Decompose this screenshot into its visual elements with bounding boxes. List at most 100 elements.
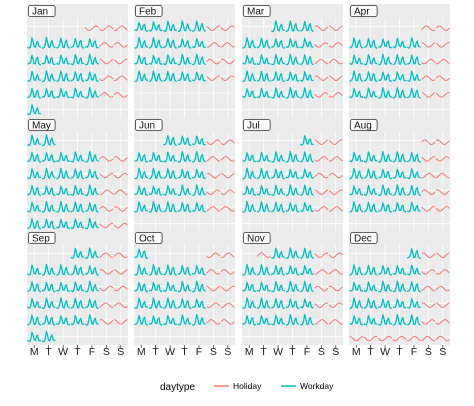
workday-trace: [349, 281, 364, 292]
month-panel-jul: Jul: [242, 118, 343, 232]
holiday-trace: [99, 58, 114, 65]
strip-label: Aug: [354, 121, 372, 132]
strip-label: Dec: [354, 234, 372, 245]
workday-trace: [84, 314, 99, 326]
workday-trace: [163, 315, 178, 326]
workday-trace: [177, 298, 192, 309]
workday-trace: [70, 151, 85, 163]
holiday-trace: [113, 58, 128, 65]
workday-trace: [256, 185, 271, 196]
strip-label: Mar: [247, 7, 265, 18]
holiday-trace: [99, 302, 114, 308]
workday-trace: [392, 280, 407, 293]
holiday-trace: [99, 92, 114, 98]
strip-label: Jun: [139, 121, 155, 132]
workday-trace: [70, 184, 85, 196]
workday-trace: [271, 264, 285, 276]
workday-trace: [300, 202, 314, 213]
month-panel-feb: Feb: [134, 4, 235, 118]
workday-trace: [177, 201, 192, 213]
holiday-trace: [221, 302, 235, 308]
strip-label-box: [350, 5, 378, 17]
workday-trace: [163, 54, 177, 66]
holiday-trace: [363, 335, 378, 342]
strip-label-box: [28, 232, 56, 244]
holiday-trace: [220, 269, 235, 275]
holiday-trace: [435, 269, 450, 275]
workday-trace: [256, 201, 271, 213]
strip-label-box: [350, 119, 378, 131]
workday-trace: [300, 298, 314, 309]
workday-trace: [148, 264, 163, 276]
workday-trace: [349, 54, 364, 66]
workday-trace: [256, 281, 271, 292]
workday-trace: [85, 53, 99, 66]
month-panels: Jan Feb Mar Apr May Jun Jul Aug Sep Oct Nov Dec: [27, 4, 450, 345]
workday-trace: [299, 151, 314, 163]
x-tick-label: T: [181, 346, 188, 358]
strip-label: Sep: [32, 234, 50, 245]
holiday-trace: [328, 269, 343, 275]
holiday-trace: [220, 58, 235, 65]
month-panel-dec: Dec: [349, 231, 450, 345]
workday-trace: [84, 265, 99, 276]
workday-trace: [56, 70, 71, 83]
workday-trace: [84, 298, 99, 310]
month-panel-sep: Sep: [27, 231, 128, 345]
holiday-trace: [328, 206, 343, 212]
holiday-trace: [421, 269, 436, 275]
holiday-trace: [220, 206, 235, 212]
month-panel-oct: Oct: [134, 231, 235, 345]
holiday-trace: [435, 319, 450, 325]
holiday-trace: [314, 252, 329, 258]
holiday-trace: [314, 75, 329, 81]
workday-trace: [56, 281, 71, 292]
workday-trace: [192, 135, 206, 146]
workday-trace: [406, 168, 421, 180]
holiday-trace: [421, 25, 436, 31]
x-tick-label: S: [318, 346, 325, 358]
workday-trace: [27, 201, 42, 213]
workday-trace: [148, 152, 163, 163]
holiday-trace: [113, 75, 128, 82]
workday-trace: [27, 314, 42, 326]
workday-trace: [134, 314, 148, 326]
workday-trace: [392, 151, 407, 163]
month-panel-apr: Apr: [349, 4, 450, 118]
workday-trace: [300, 314, 314, 326]
legend: daytype Holiday Workday: [160, 381, 334, 393]
workday-trace: [256, 151, 271, 163]
workday-trace: [392, 168, 407, 179]
holiday-trace: [220, 139, 235, 145]
workday-trace: [177, 151, 192, 163]
workday-trace: [285, 53, 300, 66]
holiday-trace: [328, 319, 343, 325]
workday-trace: [84, 87, 99, 99]
holiday-trace: [206, 252, 221, 259]
holiday-trace: [99, 319, 114, 325]
x-tick-label: F: [89, 346, 95, 358]
workday-trace: [192, 184, 206, 197]
holiday-trace: [314, 172, 329, 179]
workday-trace: [392, 87, 407, 99]
holiday-trace: [421, 285, 436, 292]
strip-label-box: [243, 232, 271, 244]
workday-trace: [406, 281, 421, 293]
workday-trace: [406, 314, 421, 326]
workday-trace: [192, 313, 206, 326]
x-tick-label: F: [196, 346, 202, 358]
workday-trace: [406, 70, 421, 82]
workday-trace: [148, 315, 163, 326]
workday-trace: [271, 151, 285, 163]
workday-trace: [242, 297, 257, 310]
holiday-trace: [206, 189, 221, 195]
holiday-trace: [421, 302, 436, 308]
workday-trace: [256, 297, 271, 310]
strip-label: Jul: [247, 121, 260, 132]
x-tick-label: S: [224, 346, 231, 358]
holiday-trace: [392, 335, 407, 342]
holiday-trace: [421, 206, 436, 212]
workday-trace: [256, 87, 271, 99]
workday-trace: [134, 21, 149, 32]
workday-trace: [363, 297, 378, 310]
